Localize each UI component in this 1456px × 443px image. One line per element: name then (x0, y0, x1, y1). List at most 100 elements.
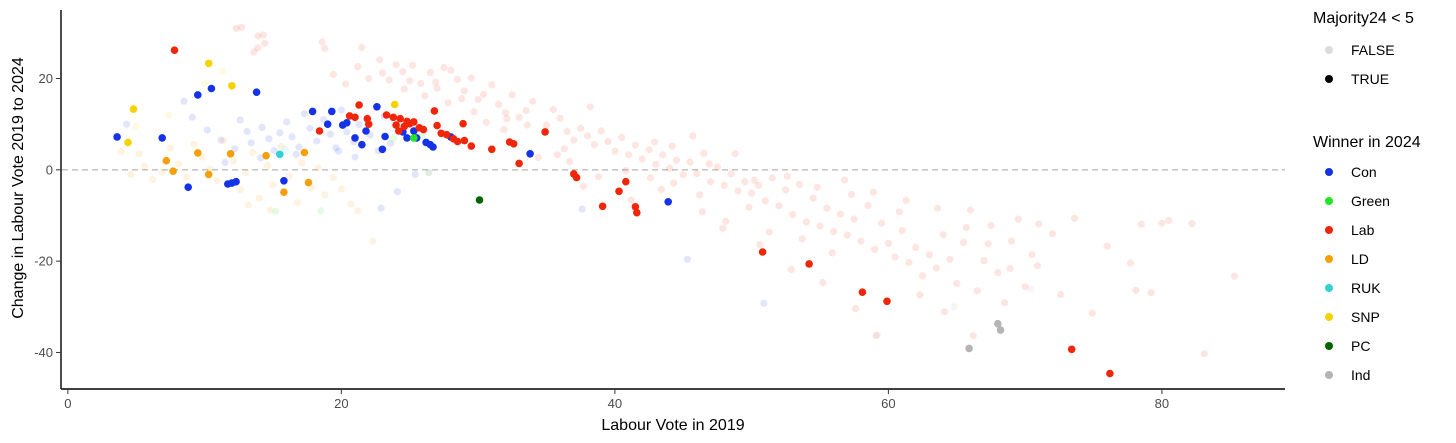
data-point-lab (321, 44, 329, 53)
data-point-snp (132, 122, 140, 130)
data-point-lab (633, 208, 641, 217)
data-point-snp (228, 82, 236, 90)
data-point-lab (659, 151, 667, 159)
data-point-lab (830, 227, 838, 236)
data-point-lab (566, 158, 574, 166)
data-point-con (280, 177, 288, 185)
data-point-pc (425, 169, 433, 177)
data-point-ld (127, 170, 135, 178)
data-point-lab (987, 221, 995, 230)
data-point-ld (175, 160, 183, 168)
data-point-con (207, 84, 216, 93)
data-point-lab (508, 91, 516, 99)
data-point-lab (1033, 262, 1042, 270)
data-point-lab (1048, 230, 1057, 238)
data-point-ruk (276, 150, 284, 159)
data-point-ld (337, 185, 345, 193)
data-point-lab (382, 111, 391, 119)
data-point-con (258, 123, 266, 131)
data-point-lab (590, 141, 599, 149)
data-point-con (194, 91, 202, 99)
data-point-con (252, 88, 261, 96)
data-point-lab (453, 137, 462, 146)
data-point-lab (805, 260, 813, 268)
data-point-lab (638, 155, 646, 163)
data-point-lab (962, 223, 970, 231)
data-point-con (393, 188, 401, 196)
data-point-lab (857, 237, 865, 245)
data-point-lab (318, 38, 326, 46)
data-point-con (387, 139, 395, 147)
data-point-con (332, 144, 340, 152)
data-point-lab (447, 66, 455, 74)
data-point-snp (218, 67, 226, 75)
data-point-ld (229, 157, 237, 165)
data-point-lab (919, 272, 927, 280)
x-tick-label: 40 (608, 396, 622, 411)
data-point-con (429, 143, 437, 151)
data-point-lab (421, 92, 429, 100)
data-point-lab (577, 124, 585, 132)
data-point-lab (768, 174, 776, 182)
points-majority-true (113, 46, 1114, 378)
data-point-lab (261, 39, 269, 47)
data-point-snp (390, 100, 399, 109)
data-point-con (232, 177, 240, 186)
data-point-lab (631, 141, 640, 149)
data-point-lab (1014, 215, 1022, 223)
legend-winner-label: Ind (1351, 367, 1370, 383)
data-point-lab (847, 190, 856, 199)
data-point-lab (625, 151, 633, 159)
data-point-ld (314, 164, 322, 172)
data-point-lab (731, 150, 739, 158)
data-point-con (243, 127, 251, 136)
data-point-lab (254, 44, 262, 52)
data-point-lab (433, 121, 441, 130)
data-point-lab (170, 46, 179, 54)
data-point-ld (213, 177, 221, 185)
data-point-lab (442, 130, 451, 139)
data-point-lab (392, 61, 400, 69)
data-point-lab (700, 149, 708, 157)
data-point-ld (166, 144, 174, 152)
data-point-lab (354, 63, 362, 71)
data-point-con (410, 127, 418, 135)
axes: 0 20 40 60 80 -40 -20 0 20 (34, 10, 1285, 411)
data-point-lab (410, 118, 418, 126)
data-point-lab (250, 48, 258, 56)
data-point-lab (622, 177, 630, 186)
data-point-lab (1188, 220, 1196, 228)
data-point-lab (586, 103, 594, 111)
data-point-lab (1070, 214, 1078, 222)
data-point-con (158, 134, 166, 142)
data-point-lab (672, 156, 681, 164)
data-point-lab (440, 63, 448, 72)
data-point-green (272, 207, 280, 215)
data-point-lab (351, 113, 359, 122)
data-point-lab (666, 164, 674, 172)
data-point-lab (782, 186, 790, 194)
data-point-ld (149, 175, 157, 183)
legend-winner-key (1325, 371, 1333, 379)
data-point-lab (960, 238, 968, 246)
data-point-lab (850, 215, 858, 223)
legend-winner-label: SNP (1351, 309, 1380, 325)
data-point-con (381, 132, 389, 141)
data-point-lab (563, 127, 571, 136)
data-point-lab (315, 127, 324, 135)
data-point-lab (430, 107, 439, 115)
legend-winner-key (1325, 226, 1333, 234)
data-point-lab (553, 151, 562, 159)
data-point-lab (940, 308, 949, 316)
data-point-ld (190, 140, 198, 148)
data-point-lab (650, 138, 659, 146)
data-point-ld (347, 200, 355, 208)
data-point-lab (232, 24, 240, 32)
data-point-lab (1200, 350, 1208, 358)
data-point-ld (298, 159, 306, 167)
data-point-lab (823, 204, 831, 212)
data-point-con (221, 158, 229, 167)
x-tick-label: 0 (64, 396, 71, 411)
data-point-ind (996, 326, 1005, 334)
data-point-lab (458, 95, 466, 103)
